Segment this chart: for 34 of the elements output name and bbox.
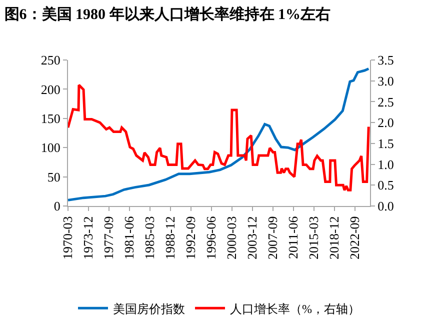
x-tick-label: 1992-09 xyxy=(183,216,198,260)
x-tick-label: 1985-03 xyxy=(142,216,158,260)
x-tick-label: 1988-12 xyxy=(162,216,178,260)
y-tick-label: 50 xyxy=(47,169,60,184)
chart-title: 图6：美国 1980 年以来人口增长率维持在 1%左右 xyxy=(4,4,331,23)
x-tick-label: 1973-12 xyxy=(80,216,96,260)
x-tick-label: 1970-03 xyxy=(60,216,76,260)
x-tick-label: 2018-12 xyxy=(326,216,342,260)
y-tick-label: 150 xyxy=(40,110,60,126)
y-tick-label: 0 xyxy=(54,198,60,214)
y2-tick-label: 2.5 xyxy=(378,94,394,110)
x-tick-label: 1996-06 xyxy=(204,216,219,260)
y2-tick-label: 0.0 xyxy=(378,198,394,214)
x-tick-label: 2015-03 xyxy=(306,216,322,260)
y2-tick-label: 3.5 xyxy=(378,52,394,68)
y-tick-label: 250 xyxy=(40,52,60,68)
line-series xyxy=(68,68,370,202)
x-tick-label: 2011-06 xyxy=(286,216,301,260)
line-series xyxy=(68,84,370,192)
y2-tick-label: 2.0 xyxy=(378,115,394,130)
x-tick-label: 2003-12 xyxy=(244,216,260,260)
x-tick-label: 1981-06 xyxy=(122,216,137,260)
x-tick-label: 1977-09 xyxy=(101,216,116,260)
y-tick-label: 200 xyxy=(40,82,60,97)
x-tick-label: 2000-03 xyxy=(224,216,240,260)
x-tick-label: 2022-09 xyxy=(347,216,362,260)
y2-tick-label: 1.0 xyxy=(378,156,394,172)
y2-tick-label: 1.5 xyxy=(378,136,394,151)
legend-label: 人口增长率（%，右轴） xyxy=(230,302,360,316)
x-tick-label: 2007-09 xyxy=(265,216,280,260)
y2-tick-label: 3.0 xyxy=(378,73,394,88)
y2-tick-label: 0.5 xyxy=(378,178,394,193)
y-tick-label: 100 xyxy=(40,140,60,156)
legend-label: 美国房价指数 xyxy=(113,302,185,316)
